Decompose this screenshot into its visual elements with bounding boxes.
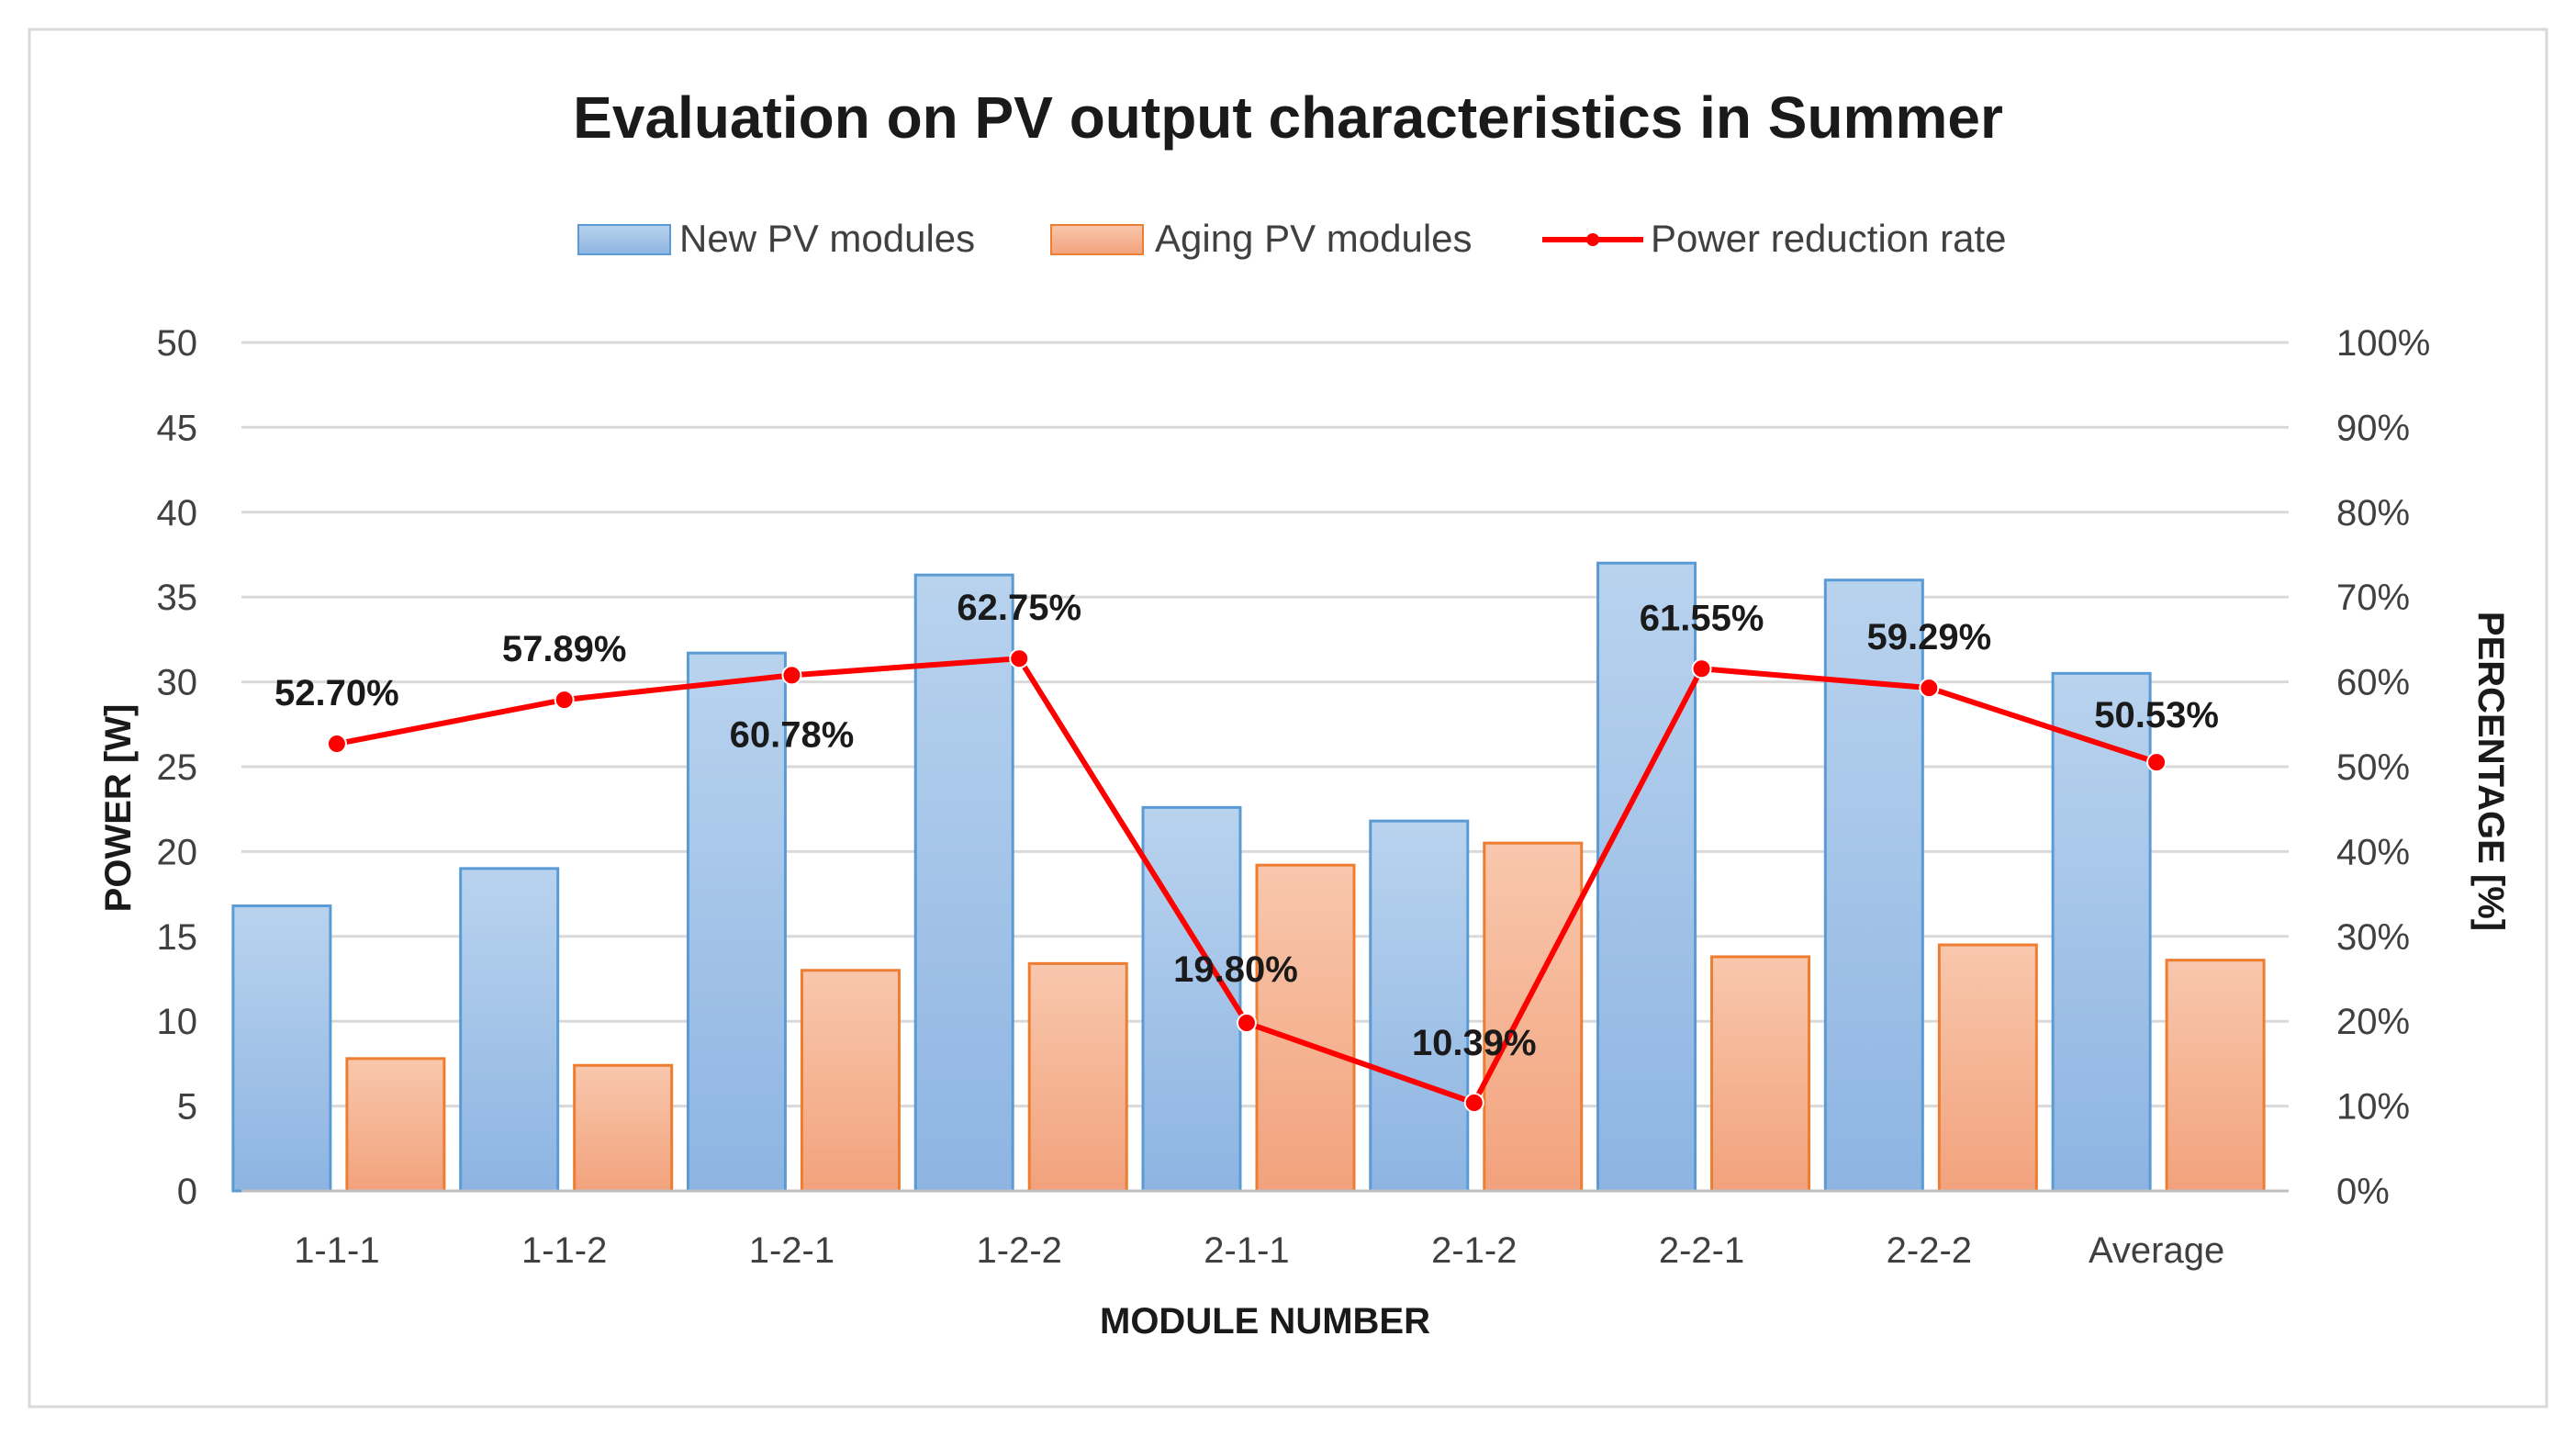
y2-tick-label: 60% (2336, 663, 2410, 703)
rate-label-2-1-2: 10.39% (1412, 1023, 1537, 1063)
bars (231, 561, 2266, 1193)
bar-aging-1-2-2 (1027, 961, 1128, 1193)
y2-tick-label: 100% (2336, 323, 2430, 364)
y2-tick-label: 80% (2336, 493, 2410, 533)
y-tick-label: 50 (157, 323, 198, 364)
data-labels: 52.70% 57.89% 60.78% 62.75% 19.80% 10.39% 61.5… (274, 588, 2219, 1063)
y-tick-label: 25 (157, 747, 198, 788)
bar-aging-1-1-2 (573, 1063, 674, 1193)
rate-label-1-1-1: 52.70% (274, 673, 399, 713)
x-tick-label: 2-2-2 (1887, 1230, 1972, 1271)
chart-title: Evaluation on PV output characteristics … (573, 84, 2003, 151)
legend-marker-rate (1586, 233, 1599, 246)
reduction-rate-line (326, 648, 2167, 1113)
y-tick-label: 35 (157, 578, 198, 618)
rate-label-1-1-2: 57.89% (502, 629, 627, 669)
y-tick-label: 20 (157, 832, 198, 872)
rate-point-2-2-2 (1919, 678, 1940, 699)
bar-new-1-2-2 (913, 573, 1014, 1193)
x-tick-label: 1-2-2 (977, 1230, 1062, 1271)
x-tick-label: 1-1-1 (294, 1230, 379, 1271)
rate-label-2-2-2: 59.29% (1866, 617, 1991, 657)
bar-aging-2-2-1 (1710, 955, 1811, 1193)
bar-new-1-1-1 (231, 904, 332, 1193)
y-axis-left-ticks: 0 5 10 15 20 25 30 35 40 45 50 (157, 323, 198, 1212)
x-tick-label: 1-1-2 (521, 1230, 607, 1271)
rate-point-2-1-2 (1463, 1092, 1484, 1113)
y2-tick-label: 50% (2336, 747, 2410, 788)
x-tick-label: 2-1-1 (1204, 1230, 1289, 1271)
legend: New PV modules Aging PV modules Power re… (577, 217, 2007, 260)
y-tick-label: 30 (157, 663, 198, 703)
rate-label-Average: 50.53% (2094, 695, 2219, 735)
x-tick-label: 2-1-2 (1431, 1230, 1517, 1271)
y-tick-label: 40 (157, 493, 198, 533)
rate-point-2-2-1 (1691, 658, 1712, 679)
rate-point-1-1-1 (326, 734, 347, 755)
y2-tick-label: 0% (2336, 1172, 2390, 1212)
rate-label-1-2-1: 60.78% (730, 714, 855, 755)
rate-label-1-2-2: 62.75% (957, 588, 1081, 628)
y-axis-left-title: POWER [W] (98, 704, 139, 913)
y-axis-right-title: PERCENTAGE [%] (2470, 612, 2511, 931)
x-axis-ticks: 1-1-1 1-1-2 1-2-1 1-2-2 2-1-1 2-1-2 2-2-1 2-2-2… (294, 1230, 2224, 1271)
legend-swatch-new (577, 224, 671, 255)
rate-label-2-2-1: 61.55% (1640, 598, 1764, 638)
y2-tick-label: 20% (2336, 1002, 2410, 1042)
bar-new-2-2-2 (1823, 578, 1924, 1193)
y-axis-right-ticks: 0% 10% 20% 30% 40% 50% 60% 70% 80% 90% 100% (2336, 323, 2430, 1212)
y2-tick-label: 70% (2336, 578, 2410, 618)
legend-label-new: New PV modules (679, 217, 975, 260)
rate-point-1-2-1 (781, 665, 802, 686)
x-tick-label: 2-2-1 (1659, 1230, 1744, 1271)
y2-tick-label: 30% (2336, 917, 2410, 958)
rate-point-2-1-1 (1237, 1013, 1257, 1034)
bar-new-Average (2051, 671, 2152, 1193)
bar-new-1-2-1 (686, 651, 787, 1193)
y-tick-label: 15 (157, 917, 198, 958)
y-tick-label: 45 (157, 408, 198, 448)
y-tick-label: 0 (177, 1172, 197, 1212)
bar-aging-1-2-1 (800, 969, 901, 1193)
legend-label-aging: Aging PV modules (1155, 217, 1473, 260)
rate-label-2-1-1: 19.80% (1173, 949, 1298, 990)
x-tick-label: Average (2089, 1230, 2224, 1271)
x-tick-label: 1-2-1 (749, 1230, 834, 1271)
bar-new-2-2-1 (1596, 561, 1697, 1193)
rate-point-1-2-2 (1009, 648, 1030, 669)
bar-aging-1-1-1 (345, 1057, 446, 1193)
y-tick-label: 5 (177, 1087, 197, 1128)
bar-new-2-1-1 (1141, 805, 1242, 1193)
legend-swatch-aging (1050, 224, 1144, 255)
bar-new-2-1-2 (1369, 819, 1470, 1193)
y2-tick-label: 90% (2336, 408, 2410, 448)
legend-label-rate: Power reduction rate (1651, 217, 2007, 260)
y2-tick-label: 10% (2336, 1087, 2410, 1128)
y-tick-label: 10 (157, 1002, 198, 1042)
bar-aging-Average (2165, 959, 2266, 1193)
y2-tick-label: 40% (2336, 832, 2410, 872)
bar-new-1-1-2 (459, 867, 560, 1193)
rate-point-1-1-2 (554, 690, 575, 711)
rate-point-Average (2146, 752, 2167, 773)
x-axis-title: MODULE NUMBER (1100, 1301, 1430, 1342)
bar-aging-2-1-2 (1483, 841, 1584, 1193)
bar-aging-2-2-2 (1937, 943, 2038, 1193)
bar-aging-2-1-1 (1255, 863, 1356, 1193)
